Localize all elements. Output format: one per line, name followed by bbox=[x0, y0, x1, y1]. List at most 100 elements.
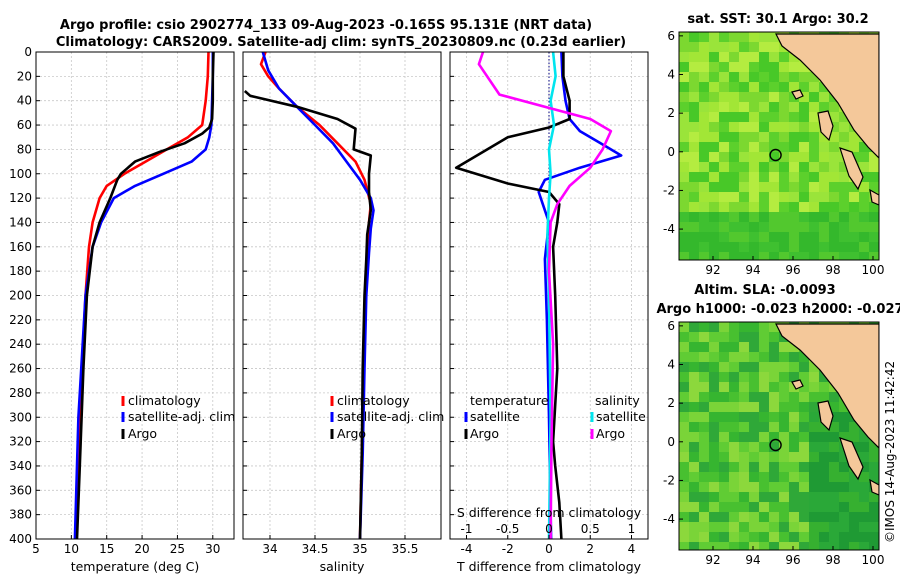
map-cell bbox=[789, 52, 800, 63]
map-cell bbox=[729, 142, 740, 153]
island-south bbox=[869, 478, 879, 496]
map-cell bbox=[859, 142, 870, 153]
map-cell bbox=[779, 132, 790, 143]
map-cell bbox=[799, 252, 810, 260]
map-x-tick-label: 96 bbox=[785, 553, 800, 567]
map-cell bbox=[709, 222, 720, 233]
map-cell bbox=[699, 502, 710, 513]
map-cell bbox=[729, 212, 740, 223]
map-cell bbox=[779, 92, 790, 103]
map-cell bbox=[719, 212, 730, 223]
map-cell bbox=[829, 472, 840, 483]
salinity-xlabel: salinity bbox=[320, 559, 365, 574]
map-cell bbox=[849, 242, 860, 253]
map-cell bbox=[779, 352, 790, 363]
map-cell bbox=[769, 42, 780, 53]
map-cell bbox=[809, 412, 820, 423]
map-cell bbox=[769, 182, 780, 193]
map-cell bbox=[709, 162, 720, 173]
map-cell bbox=[799, 422, 810, 433]
map-cell bbox=[769, 92, 780, 103]
map-cell bbox=[689, 392, 700, 403]
map-cell bbox=[819, 212, 830, 223]
map-cell bbox=[859, 512, 870, 523]
map-cell bbox=[729, 452, 740, 463]
map-cell bbox=[779, 242, 790, 253]
map-cell bbox=[679, 242, 690, 253]
y-tick-label: 180 bbox=[9, 264, 32, 278]
map-cell bbox=[709, 392, 720, 403]
map-cell bbox=[709, 242, 720, 253]
map-cell bbox=[739, 242, 750, 253]
map-cell bbox=[849, 142, 860, 153]
map-cell bbox=[709, 102, 720, 113]
map-cell bbox=[809, 372, 820, 383]
map-cell bbox=[689, 212, 700, 223]
map-cell bbox=[739, 452, 750, 463]
map-cell bbox=[699, 362, 710, 373]
map-cell bbox=[689, 332, 700, 343]
map-cell bbox=[749, 502, 760, 513]
map-cell bbox=[829, 402, 840, 413]
map-cell bbox=[709, 92, 720, 103]
map-cell bbox=[789, 392, 800, 403]
map-cell bbox=[809, 502, 820, 513]
sumatra-coast bbox=[775, 323, 879, 449]
map-cell bbox=[839, 472, 850, 483]
map-cell bbox=[699, 102, 710, 113]
map-y-tick-label: 4 bbox=[667, 358, 675, 372]
map-cell bbox=[859, 212, 870, 223]
map-cell bbox=[709, 172, 720, 183]
map-cell bbox=[709, 192, 720, 203]
series-line-s-argo bbox=[477, 51, 613, 540]
map-cell bbox=[689, 252, 700, 260]
map-cell bbox=[699, 232, 710, 243]
map-cell bbox=[759, 362, 770, 373]
map-cell bbox=[869, 532, 879, 543]
map-cell bbox=[809, 242, 820, 253]
map-cell bbox=[749, 472, 760, 483]
map-cell bbox=[729, 72, 740, 83]
map-cell bbox=[719, 192, 730, 203]
map-cell bbox=[709, 332, 720, 343]
map-cell bbox=[719, 112, 730, 123]
map-cell bbox=[759, 532, 770, 543]
map-cell bbox=[779, 402, 790, 413]
map-cell bbox=[739, 492, 750, 503]
map-cell bbox=[739, 112, 750, 123]
map-cell bbox=[699, 142, 710, 153]
map-cell bbox=[859, 452, 870, 463]
map-cell bbox=[799, 82, 810, 93]
argo-position-marker bbox=[769, 438, 782, 452]
map-cell bbox=[769, 232, 780, 243]
map-cell bbox=[739, 152, 750, 163]
map-cell bbox=[789, 152, 800, 163]
map-cell bbox=[709, 232, 720, 243]
map-cell bbox=[769, 532, 780, 543]
map-cell bbox=[829, 152, 840, 163]
s-tick-label: 1 bbox=[628, 522, 636, 536]
map-cell bbox=[739, 462, 750, 473]
map-cell bbox=[679, 142, 690, 153]
map-cell bbox=[689, 52, 700, 63]
map-cell bbox=[799, 222, 810, 233]
map-cell bbox=[739, 122, 750, 133]
map-cell bbox=[689, 362, 700, 373]
map-cell bbox=[749, 422, 760, 433]
map-cell bbox=[819, 382, 830, 393]
map-cell bbox=[719, 122, 730, 133]
map-cell bbox=[829, 522, 840, 533]
map-cell bbox=[799, 112, 810, 123]
legend-label-t-argo: Argo bbox=[470, 426, 499, 441]
map-cell bbox=[839, 242, 850, 253]
map-cell bbox=[799, 62, 810, 73]
map-cell bbox=[749, 42, 760, 53]
map-cell bbox=[729, 502, 740, 513]
map-cell bbox=[869, 542, 879, 550]
map-cell bbox=[779, 382, 790, 393]
map-cell bbox=[709, 532, 720, 543]
map-cell bbox=[839, 502, 850, 513]
map-cell bbox=[869, 442, 879, 453]
map-cell bbox=[769, 342, 780, 353]
map-cell bbox=[679, 392, 690, 403]
